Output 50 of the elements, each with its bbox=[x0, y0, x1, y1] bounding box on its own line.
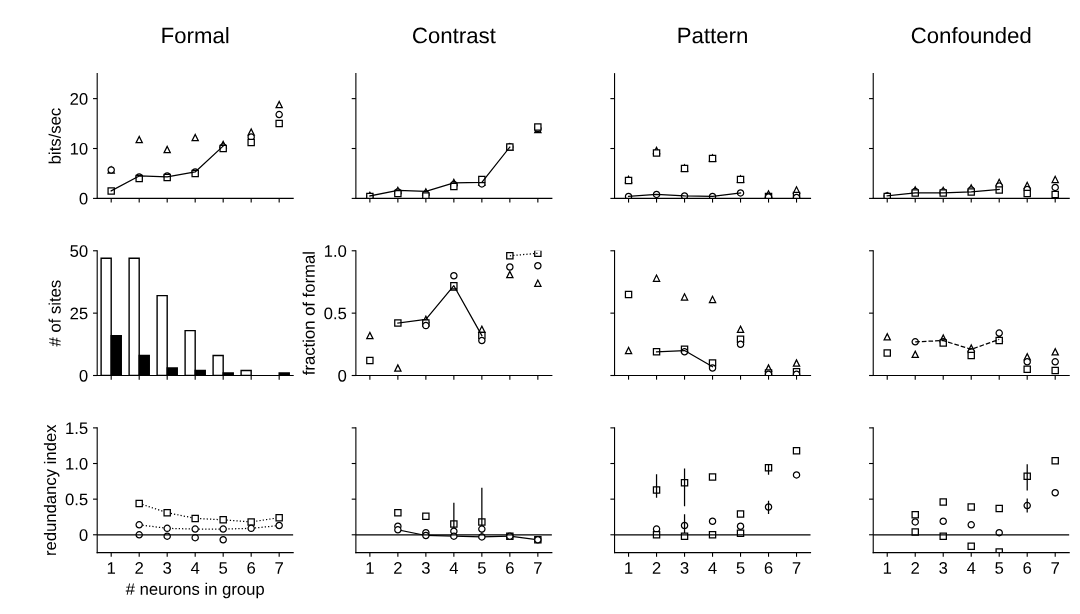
x-tick-label: 6 bbox=[764, 562, 773, 574]
x-tick-label: 3 bbox=[939, 562, 948, 574]
x-tick-label: 5 bbox=[477, 562, 486, 574]
y-tick-label: 25 bbox=[70, 307, 88, 320]
x-tick-label: 4 bbox=[190, 562, 200, 574]
x-axis-title: # neurons in group bbox=[125, 582, 264, 599]
y-tick-label: 50 bbox=[70, 245, 88, 257]
x-tick-label: 4 bbox=[708, 562, 717, 574]
x-tick-label: 7 bbox=[1051, 562, 1059, 574]
x-tick-label: 2 bbox=[135, 562, 143, 574]
y-tick-label: 0 bbox=[79, 529, 88, 541]
y-tick-label: 0 bbox=[79, 192, 88, 205]
x-tick-label: 1 bbox=[625, 562, 633, 574]
y-tick-label: 1.0 bbox=[324, 245, 347, 257]
y-tick-label: 0.5 bbox=[65, 493, 88, 506]
x-tick-label: 4 bbox=[966, 562, 976, 574]
y-tick-label: 1.0 bbox=[66, 457, 88, 470]
y-axis-title: # of sites bbox=[48, 280, 61, 347]
y-tick-label: 1.5 bbox=[66, 422, 88, 435]
x-tick-label: 7 bbox=[275, 562, 283, 574]
chart-title: Pattern bbox=[678, 27, 747, 44]
x-tick-label: 5 bbox=[736, 562, 745, 574]
x-tick-label: 5 bbox=[995, 562, 1004, 574]
x-tick-label: 1 bbox=[883, 562, 892, 574]
y-tick-label: 20 bbox=[70, 93, 88, 105]
x-tick-label: 6 bbox=[506, 562, 514, 574]
x-tick-label: 3 bbox=[163, 562, 172, 574]
y-tick-label: 0.5 bbox=[324, 307, 347, 320]
x-tick-label: 2 bbox=[394, 562, 402, 574]
chart-title: Confounded bbox=[911, 27, 1031, 44]
x-tick-label: 1 bbox=[366, 562, 374, 574]
x-tick-label: 2 bbox=[911, 562, 920, 574]
x-tick-label: 3 bbox=[421, 562, 430, 574]
y-axis-title: bits/sec bbox=[48, 108, 61, 164]
y-tick-label: 0 bbox=[79, 369, 88, 382]
y-tick-label: 10 bbox=[70, 142, 88, 155]
y-axis-title: redundancy index bbox=[43, 424, 60, 555]
x-tick-label: 4 bbox=[449, 562, 459, 574]
x-tick-label: 7 bbox=[534, 562, 542, 574]
chart-title: Formal bbox=[162, 27, 229, 44]
x-tick-label: 2 bbox=[652, 562, 661, 574]
y-axis-title: fraction of formal bbox=[302, 252, 315, 375]
x-tick-label: 7 bbox=[792, 562, 801, 574]
x-tick-label: 5 bbox=[219, 562, 228, 574]
chart-title: Contrast bbox=[413, 27, 496, 44]
x-tick-label: 3 bbox=[680, 562, 689, 574]
x-tick-label: 6 bbox=[1023, 562, 1032, 574]
x-tick-label: 6 bbox=[247, 562, 256, 574]
x-tick-label: 1 bbox=[107, 562, 116, 574]
y-tick-label: 0 bbox=[338, 369, 347, 382]
